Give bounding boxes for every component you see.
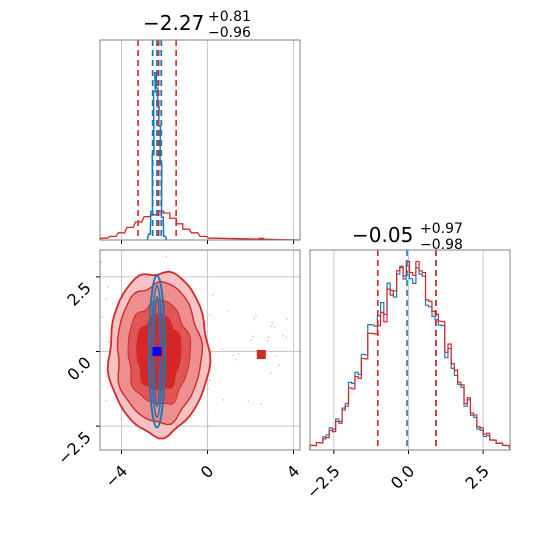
title-1-value: −2.27 [143, 11, 204, 35]
joint-sample-point [222, 398, 225, 401]
joint-sample-point [206, 282, 209, 285]
joint-sample-point [266, 339, 269, 342]
x2-tick-label-0: −2.5 [303, 461, 344, 502]
joint-sample-point [270, 371, 272, 374]
hist2-frame [309, 249, 511, 451]
title-1-lower: −0.96 [208, 25, 251, 41]
joint-sample-point [252, 335, 254, 338]
title-1-upper: +0.81 [208, 9, 251, 25]
x2-tick-label-1: 0.0 [387, 461, 418, 492]
joint-sample-point [207, 387, 210, 390]
joint-sample-point [208, 425, 211, 428]
joint-sample-point [250, 339, 253, 341]
joint-sample-point [259, 403, 262, 405]
joint-sample-point [101, 315, 104, 318]
joint-contour-panel [96, 249, 301, 454]
joint-sample-point [206, 412, 209, 415]
y-tick-label-2: −2.5 [54, 428, 95, 469]
joint-sample-point [165, 255, 168, 258]
joint-sample-point [275, 355, 278, 358]
joint-sample-point [108, 341, 110, 343]
joint-sample-point [255, 314, 258, 317]
joint-sample-point [237, 353, 240, 355]
hist2-red-histogram [309, 260, 511, 451]
y-tick-label-0: 2.5 [63, 278, 94, 309]
joint-marker-1 [256, 349, 266, 359]
joint-sample-point [105, 298, 107, 301]
joint-sample-point [100, 260, 102, 263]
title-param-2: −0.05 +0.97 −0.98 [352, 221, 463, 253]
joint-sample-point [208, 314, 211, 317]
joint-sample-point [253, 317, 256, 320]
joint-sample-point [107, 285, 110, 288]
joint-sample-point [208, 379, 211, 382]
x-tick-label-2: 4 [283, 461, 304, 482]
hist1-frame [99, 39, 301, 241]
joint-sample-point [286, 318, 288, 320]
y-tick-label-1: 0.0 [63, 353, 94, 384]
joint-sample-point [138, 429, 141, 432]
joint-sample-point [226, 309, 229, 312]
joint-sample-point [221, 348, 224, 351]
joint-sample-point [206, 426, 209, 429]
histogram-param-1 [99, 39, 301, 244]
joint-sample-point [273, 326, 276, 329]
title-param-1: −2.27 +0.81 −0.96 [143, 9, 251, 41]
title-2-upper: +0.97 [420, 221, 463, 237]
joint-sample-point [211, 294, 214, 297]
x-tick-label-0: −4 [101, 461, 131, 491]
joint-sample-point [285, 336, 287, 339]
joint-sample-point [267, 336, 270, 339]
title-2-lower: −0.98 [420, 237, 463, 253]
hist2-blue-histogram [309, 265, 511, 451]
hist1-red-histogram [99, 210, 301, 241]
joint-sample-point [235, 358, 237, 361]
joint-sample-point [105, 375, 108, 378]
x-tick-label-1: 0 [197, 461, 218, 482]
joint-sample-point [278, 364, 281, 366]
joint-sample-point [232, 354, 235, 357]
joint-marker-2 [152, 346, 162, 356]
joint-frame [99, 249, 301, 451]
title-2-value: −0.05 [352, 223, 413, 247]
histogram-param-2 [309, 249, 511, 454]
joint-sample-point [271, 321, 274, 324]
joint-blue-contour-0 [147, 274, 166, 429]
joint-sample-point [270, 325, 273, 327]
x2-tick-label-2: 2.5 [462, 461, 493, 492]
joint-sample-point [105, 399, 107, 402]
joint-sample-point [282, 334, 284, 337]
joint-sample-point [247, 400, 250, 403]
joint-sample-point [265, 353, 268, 355]
